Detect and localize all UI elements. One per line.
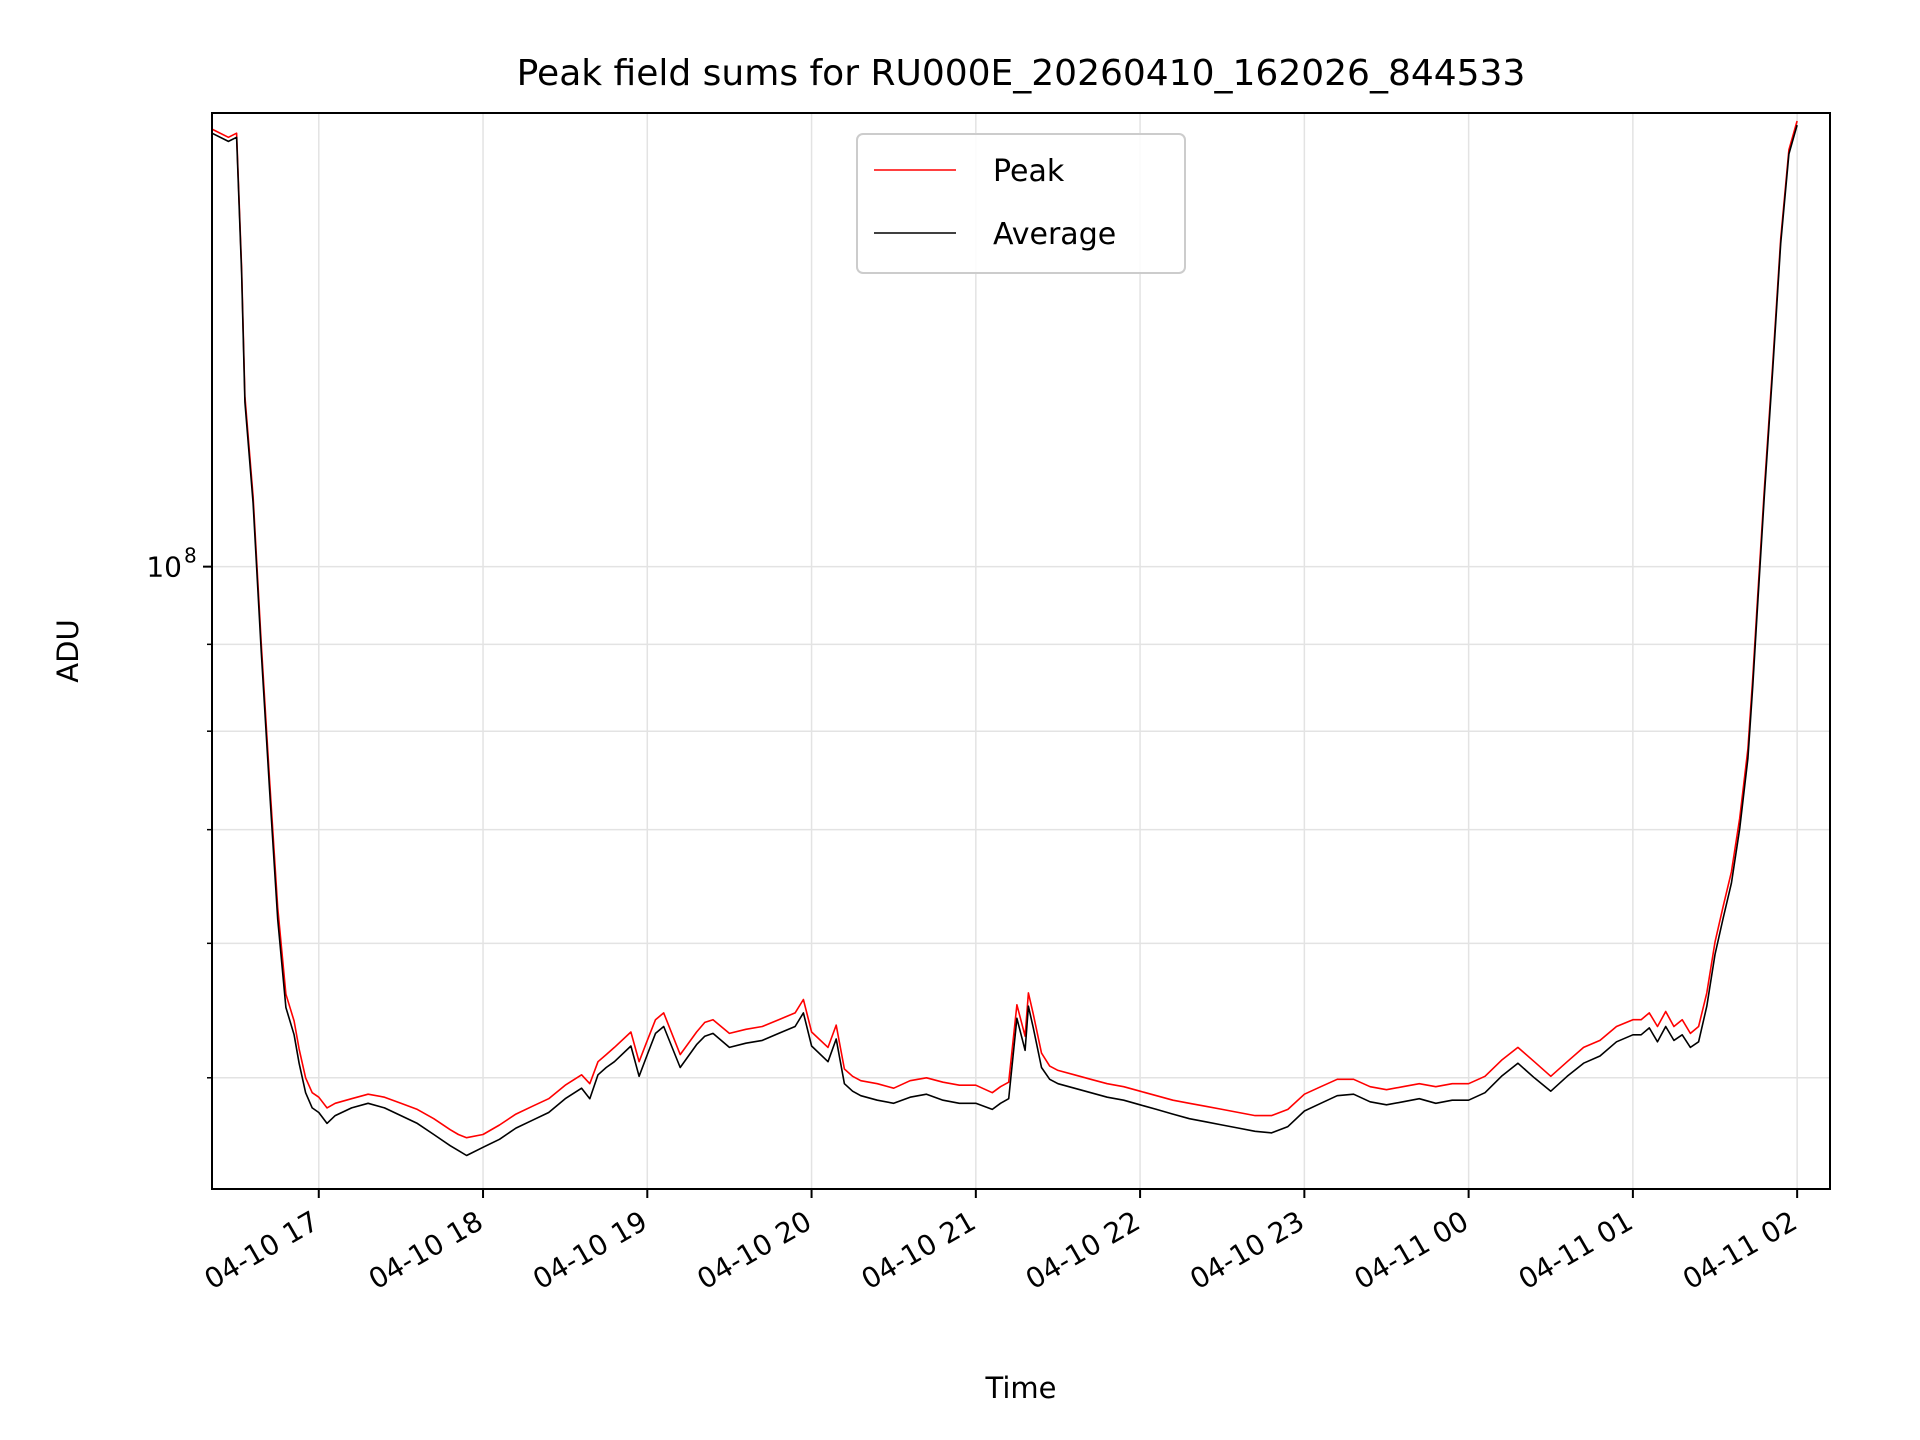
series-line-average	[211, 124, 1798, 1157]
legend-box	[856, 133, 1186, 274]
y-axis-label: ADU	[51, 619, 85, 682]
plot-frame	[211, 112, 1831, 1190]
y-axis: 10 8	[146, 544, 212, 1079]
x-axis-label: Time	[985, 1371, 1057, 1405]
legend: Peak Average	[856, 133, 1186, 274]
series-line-peak	[211, 120, 1798, 1139]
y-tick-label-exponent: 8	[184, 544, 197, 568]
legend-peak-label: Peak	[993, 154, 1065, 189]
series-layer	[211, 120, 1798, 1157]
grid	[212, 113, 1830, 1189]
chart-title: Peak field sums for RU000E_20260410_1620…	[517, 53, 1526, 94]
y-tick-label: 10	[146, 551, 182, 584]
legend-average-label: Average	[993, 217, 1116, 252]
plot-area-background	[212, 113, 1830, 1189]
